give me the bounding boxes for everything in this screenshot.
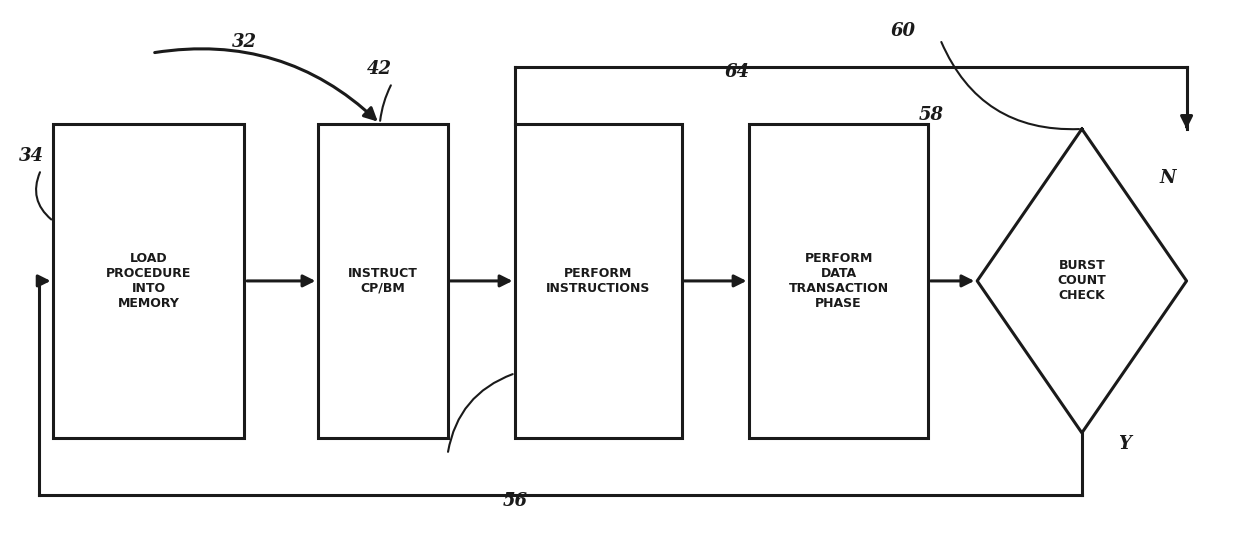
Text: BURST
COUNT
CHECK: BURST COUNT CHECK	[1058, 260, 1106, 302]
Bar	[749, 123, 928, 438]
Text: 32: 32	[232, 33, 257, 51]
Bar	[319, 123, 448, 438]
Bar	[516, 123, 682, 438]
Polygon shape	[977, 129, 1187, 433]
Text: 56: 56	[502, 491, 528, 510]
Text: LOAD
PROCEDURE
INTO
MEMORY: LOAD PROCEDURE INTO MEMORY	[107, 252, 191, 310]
Text: 60: 60	[890, 22, 916, 40]
Text: 42: 42	[367, 60, 392, 78]
Text: N: N	[1159, 169, 1177, 187]
Text: 34: 34	[19, 147, 43, 165]
Text: PERFORM
DATA
TRANSACTION
PHASE: PERFORM DATA TRANSACTION PHASE	[789, 252, 889, 310]
Text: PERFORM
INSTRUCTIONS: PERFORM INSTRUCTIONS	[547, 267, 651, 295]
Text: INSTRUCT
CP/BM: INSTRUCT CP/BM	[348, 267, 418, 295]
Text: 58: 58	[919, 106, 944, 125]
Text: 64: 64	[724, 63, 749, 81]
Text: Y: Y	[1118, 435, 1131, 453]
Bar	[53, 123, 244, 438]
